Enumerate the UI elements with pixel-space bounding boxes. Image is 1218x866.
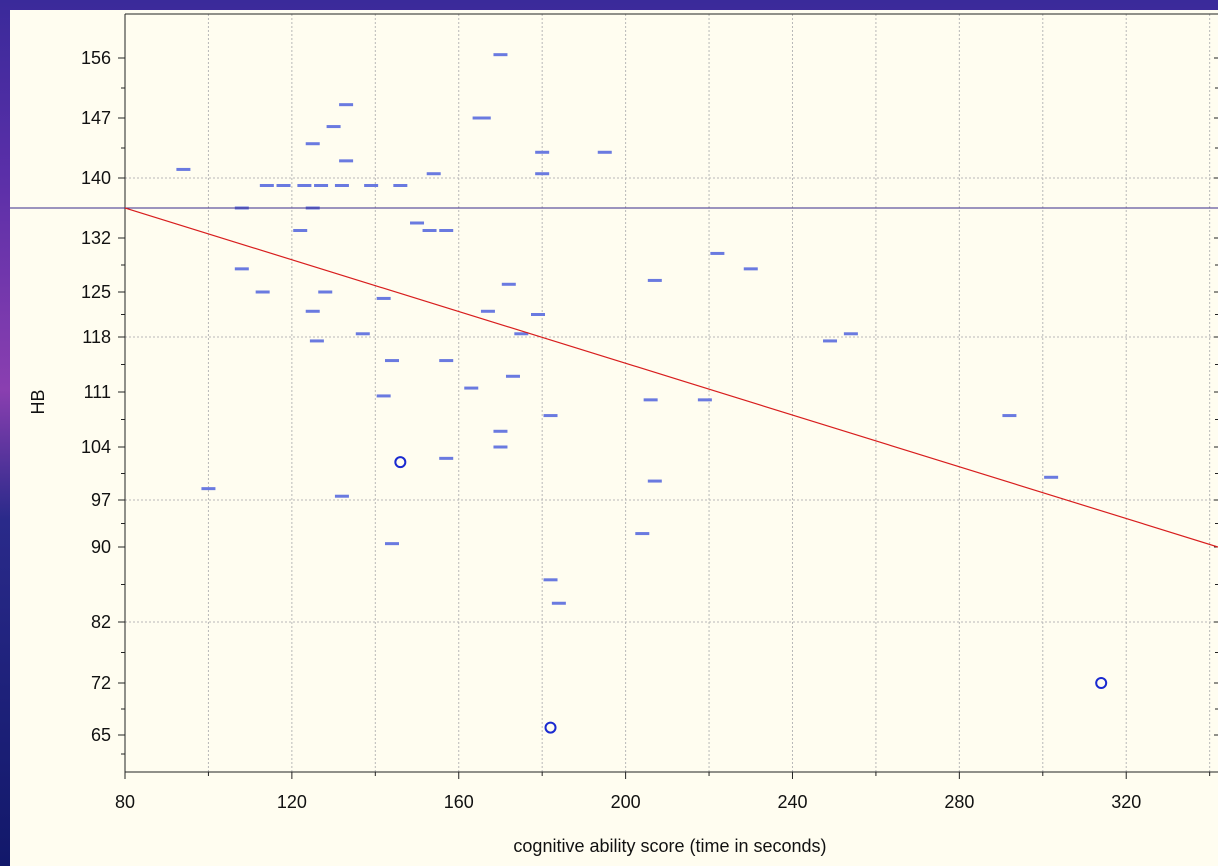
data-point	[305, 309, 320, 313]
data-point	[647, 479, 662, 483]
x-tick-label: 80	[115, 792, 135, 812]
data-point	[597, 150, 612, 154]
data-point	[176, 167, 191, 171]
data-point	[364, 184, 379, 187]
regression-line	[124, 207, 1218, 548]
data-point	[464, 386, 479, 390]
data-point	[480, 309, 495, 313]
data-point	[476, 116, 491, 120]
y-tick-label: 90	[91, 537, 111, 557]
y-tick-label: 104	[81, 437, 111, 457]
y-tick-label: 147	[81, 108, 111, 128]
x-tick-label: 120	[277, 792, 307, 812]
data-point	[493, 53, 508, 57]
y-tick-label: 97	[91, 490, 111, 510]
y-tick-label: 82	[91, 612, 111, 632]
data-point	[535, 172, 550, 176]
y-tick-label: 140	[81, 168, 111, 188]
data-point	[384, 542, 399, 546]
data-point	[543, 578, 558, 582]
data-point	[334, 184, 349, 187]
data-point	[339, 103, 354, 107]
data-point	[543, 414, 558, 418]
data-point	[635, 532, 650, 536]
data-point	[647, 278, 662, 282]
y-tick-label: 125	[81, 282, 111, 302]
data-point	[743, 267, 758, 271]
data-point	[535, 150, 550, 154]
data-point	[505, 374, 520, 378]
data-point	[355, 332, 370, 336]
data-point	[276, 184, 291, 187]
data-point	[376, 394, 391, 398]
x-tick-label: 160	[444, 792, 474, 812]
outlier-point	[544, 721, 557, 734]
data-point	[201, 487, 216, 491]
data-point	[710, 251, 725, 255]
x-tick-label: 200	[611, 792, 641, 812]
y-axis-title: HB	[28, 389, 48, 414]
data-point	[439, 456, 454, 460]
data-point	[843, 332, 858, 336]
y-tick-label: 156	[81, 48, 111, 68]
tick-labels: 80 120 160 200 240 280 320 156 147 140 132 125 118 11…	[81, 48, 1141, 812]
data-point	[314, 184, 329, 187]
data-point	[326, 125, 341, 129]
data-point	[234, 267, 249, 271]
data-point	[309, 339, 324, 343]
data-point	[493, 445, 508, 449]
y-tick-label: 132	[81, 228, 111, 248]
data-point	[318, 290, 333, 294]
data-point	[255, 290, 270, 294]
data-point	[339, 159, 354, 163]
x-tick-label: 320	[1111, 792, 1141, 812]
data-point	[393, 184, 408, 187]
axes	[118, 13, 1218, 779]
data-point	[1002, 414, 1017, 418]
y-tick-label: 118	[82, 327, 111, 347]
data-point	[501, 282, 516, 286]
outlier-point	[1095, 677, 1108, 689]
data-point	[422, 229, 437, 232]
scatter-chart: 80 120 160 200 240 280 320 156 147 140 132 125 118 11…	[10, 13, 1218, 856]
data-point	[305, 142, 320, 146]
y-tick-label: 72	[91, 673, 111, 693]
data-point	[531, 313, 546, 316]
data-point	[439, 359, 454, 363]
chart-panel: 80 120 160 200 240 280 320 156 147 140 132 125 118 11…	[10, 10, 1218, 866]
grid-lines	[125, 14, 1218, 772]
data-point	[259, 184, 274, 187]
outlier-point	[394, 456, 407, 469]
data-point	[334, 494, 349, 498]
data-point	[551, 601, 566, 605]
data-point	[439, 229, 454, 232]
data-point	[643, 398, 658, 402]
data-point	[293, 229, 308, 232]
x-tick-label: 240	[777, 792, 807, 812]
data-points	[176, 53, 1108, 734]
data-point	[297, 184, 312, 187]
data-point	[410, 221, 425, 225]
y-tick-label: 65	[91, 725, 111, 745]
x-axis-title: cognitive ability score (time in seconds…	[513, 836, 826, 856]
data-point	[376, 296, 391, 300]
data-point	[384, 359, 399, 363]
data-point	[426, 172, 441, 176]
data-point	[493, 429, 508, 433]
x-tick-label: 280	[944, 792, 974, 812]
data-point	[823, 339, 838, 343]
y-tick-label: 111	[84, 382, 111, 402]
data-point	[697, 398, 712, 402]
data-point	[514, 332, 529, 336]
data-point	[1044, 475, 1059, 479]
reference-lines	[10, 207, 1218, 548]
